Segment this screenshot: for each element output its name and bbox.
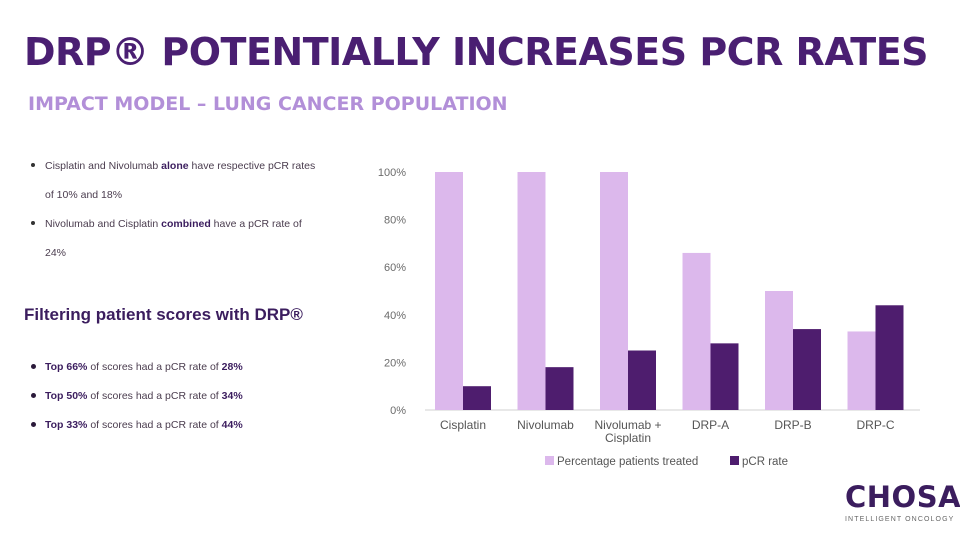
x-tick-label: Nivolumab: [517, 418, 574, 432]
x-tick-label: Cisplatin: [440, 418, 486, 432]
bar-patients-treated: [847, 331, 876, 410]
legend-swatch: [545, 456, 554, 465]
bar-pcr-rate: [463, 386, 491, 410]
x-tick-label: DRP-C: [857, 418, 895, 432]
bullet-item: Nivolumab and Cisplatin combined have a …: [30, 210, 350, 268]
chosa-logo: CHOSA INTELLIGENT ONCOLOGY: [845, 480, 960, 524]
bar-chart: 0% 20% 40% 60% 80% 100% Cisplatin Nivolumab Nivo…: [378, 167, 920, 468]
legend-label: pCR rate: [742, 456, 788, 468]
y-tick-label: 40%: [384, 310, 406, 322]
bullet-item: Top 50% of scores had a pCR rate of 34%: [30, 382, 350, 411]
bar-patients-treated: [600, 172, 628, 410]
bullet-item: Cisplatin and Nivolumab alone have respe…: [30, 152, 350, 210]
x-tick-label: Cisplatin: [605, 431, 651, 445]
y-tick-label: 20%: [384, 357, 406, 369]
logo-tagline: INTELLIGENT ONCOLOGY: [845, 516, 955, 523]
legend-label: Percentage patients treated: [557, 456, 698, 468]
bar-pcr-rate: [875, 305, 904, 410]
bar-pcr-rate: [793, 329, 821, 410]
bar-patients-treated: [517, 172, 546, 410]
y-tick-label: 100%: [378, 167, 406, 179]
filter-bullet-list: Top 66% of scores had a pCR rate of 28% …: [30, 353, 350, 440]
logo-wordmark: CHOSA: [845, 480, 960, 514]
intro-bullet-list: Cisplatin and Nivolumab alone have respe…: [30, 152, 350, 268]
bar-patients-treated: [435, 172, 463, 410]
y-tick-label: 80%: [384, 215, 406, 227]
bullet-item: Top 66% of scores had a pCR rate of 28%: [30, 353, 350, 382]
section-heading: Filtering patient scores with DRP®: [24, 305, 303, 324]
bullet-item: Top 33% of scores had a pCR rate of 44%: [30, 411, 350, 440]
bar-pcr-rate: [628, 350, 656, 410]
bar-patients-treated: [682, 252, 711, 410]
page-title: DRP® POTENTIALLY INCREASES PCR RATES: [24, 30, 929, 74]
legend-swatch: [730, 456, 739, 465]
y-tick-label: 60%: [384, 262, 406, 274]
x-tick-label: Nivolumab +: [594, 418, 661, 432]
bar-pcr-rate: [710, 343, 739, 410]
x-tick-label: DRP-A: [692, 418, 729, 432]
bar-pcr-rate: [545, 367, 574, 410]
page-subtitle: IMPACT MODEL – LUNG CANCER POPULATION: [28, 93, 508, 115]
bar-patients-treated: [765, 291, 793, 410]
y-tick-label: 0%: [390, 405, 406, 417]
x-tick-label: DRP-B: [774, 418, 811, 432]
